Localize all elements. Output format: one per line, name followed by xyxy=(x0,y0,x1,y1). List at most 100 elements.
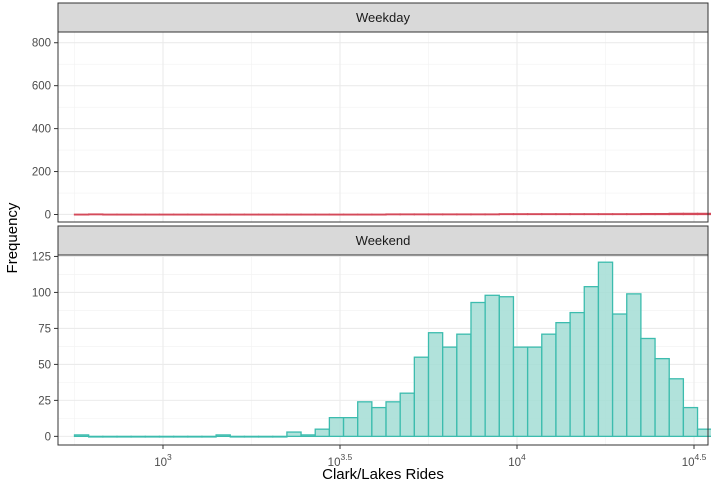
histogram-bar xyxy=(682,406,699,438)
weekday-gridlines xyxy=(58,32,708,222)
histogram-bar xyxy=(583,286,600,438)
y-tick-label: 0 xyxy=(45,209,51,221)
histogram-bar xyxy=(583,213,600,216)
histogram-bar xyxy=(611,313,628,438)
histogram-bar xyxy=(611,213,628,216)
histogram-bar xyxy=(427,213,444,216)
weekend-y-ticks: 0 25 50 75 100 125 xyxy=(32,251,58,443)
histogram-bar xyxy=(73,434,90,438)
histogram-bar xyxy=(442,213,458,216)
y-tick-label: 200 xyxy=(32,167,51,179)
y-axis-title: Frequency xyxy=(4,202,21,273)
histogram-bar xyxy=(640,212,656,216)
weekday-panel-border xyxy=(57,31,709,223)
histogram-bar xyxy=(413,213,430,216)
histogram-bar xyxy=(201,213,217,216)
histogram-bar xyxy=(442,346,458,438)
histogram-bar xyxy=(456,333,472,438)
histogram-bar xyxy=(371,406,387,438)
histogram-bar xyxy=(498,296,515,438)
weekday-y-ticks: 0 200 400 600 800 xyxy=(32,38,58,221)
x-tick-label: 103 xyxy=(154,452,172,469)
histogram-bar xyxy=(172,213,189,216)
weekday-strip xyxy=(57,2,709,33)
histogram-bar xyxy=(569,213,585,216)
x-axis-title: Clark/Lakes Rides xyxy=(322,466,444,483)
histogram-bar xyxy=(229,213,246,216)
histogram-bar xyxy=(399,213,415,216)
histogram-bar xyxy=(286,431,302,438)
histogram-bar xyxy=(597,261,614,438)
histogram-bar xyxy=(413,356,430,438)
histogram-bar xyxy=(399,392,415,438)
histogram-bar xyxy=(484,294,500,438)
histogram-bar xyxy=(385,401,401,438)
weekend-strip-label: Weekend xyxy=(356,233,411,248)
y-tick-label: 400 xyxy=(32,124,51,136)
y-tick-label: 0 xyxy=(45,431,51,443)
histogram-bar xyxy=(456,213,472,216)
histogram-bar xyxy=(201,435,217,438)
histogram-bar xyxy=(116,435,132,438)
histogram-bar xyxy=(696,212,711,216)
x-tick-label: 104 xyxy=(508,452,526,469)
histogram-bar xyxy=(187,213,203,216)
y-tick-label: 100 xyxy=(32,287,51,299)
histogram-bar xyxy=(257,435,274,438)
histogram-bar xyxy=(328,416,345,438)
weekend-bars xyxy=(73,261,711,438)
histogram-bar xyxy=(300,213,316,216)
histogram-bar xyxy=(158,435,175,438)
weekday-strip-label: Weekday xyxy=(356,10,410,25)
histogram-bar xyxy=(357,213,373,216)
histogram-bar xyxy=(541,213,557,216)
weekday-panel: Weekday 0 200 400 600 800 xyxy=(32,2,711,223)
histogram-bar xyxy=(243,213,260,216)
panel-background xyxy=(58,32,708,222)
histogram-bar xyxy=(102,435,118,438)
histogram-bar xyxy=(470,213,486,216)
histogram-bar xyxy=(371,213,387,216)
histogram-bar xyxy=(357,401,373,438)
histogram-bar xyxy=(272,213,288,216)
histogram-bar xyxy=(555,213,571,216)
y-tick-label: 125 xyxy=(32,251,51,263)
histogram-bar xyxy=(498,213,515,216)
histogram-bar xyxy=(187,435,203,438)
y-tick-label: 800 xyxy=(32,38,51,50)
histogram-bar xyxy=(626,213,642,216)
histogram-bar xyxy=(158,213,175,216)
histogram-bar xyxy=(73,213,90,216)
histogram-bar xyxy=(172,435,189,438)
histogram-bar xyxy=(272,435,288,438)
histogram-bar xyxy=(215,213,231,216)
histogram-bar xyxy=(668,212,685,216)
histogram-bar xyxy=(342,213,359,216)
histogram-bar xyxy=(512,346,529,438)
histogram-bar xyxy=(526,346,543,438)
histogram-bar xyxy=(342,416,359,438)
histogram-bar xyxy=(385,213,401,216)
histogram-bar xyxy=(526,213,543,216)
histogram-bar xyxy=(654,357,670,438)
histogram-bar xyxy=(243,435,260,438)
histogram-bar xyxy=(541,333,557,438)
weekday-bars xyxy=(73,212,711,216)
histogram-bar xyxy=(512,213,529,216)
x-tick-label: 103.5 xyxy=(328,452,353,469)
histogram-bar xyxy=(144,435,161,438)
y-tick-label: 75 xyxy=(38,323,51,335)
histogram-bar xyxy=(597,213,614,216)
weekend-strip xyxy=(57,225,709,256)
histogram-bar xyxy=(229,435,246,438)
weekend-panel: Weekend 0 25 50 75 100 125 xyxy=(32,225,711,446)
histogram-bar xyxy=(300,434,316,438)
histogram-bar xyxy=(88,435,104,438)
histogram-bar xyxy=(102,213,118,216)
weekend-panel-border xyxy=(57,254,709,446)
histogram-bar xyxy=(696,428,711,438)
y-tick-label: 25 xyxy=(38,395,51,407)
histogram-bar xyxy=(569,311,585,438)
histogram-bar xyxy=(215,434,231,438)
